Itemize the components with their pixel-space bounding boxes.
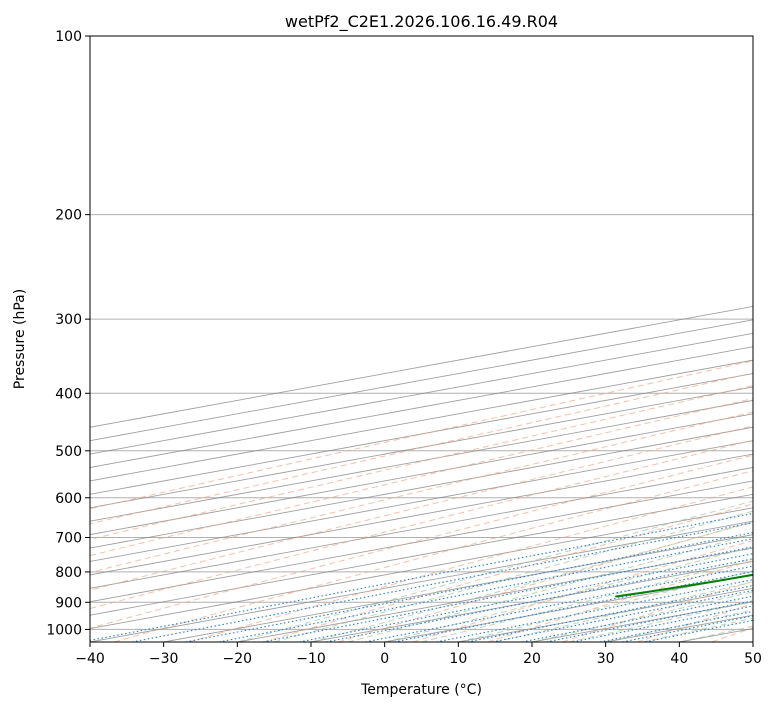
plot-frame (89, 35, 754, 643)
isotherm-line (90, 346, 753, 468)
isotherm-line (90, 386, 753, 509)
dry-adiabat-line (188, 486, 753, 642)
y-axis-ticks: 1000 900 800 700 600 500 400 300 200 100 (46, 29, 90, 638)
y-tick-label: 1000 (46, 622, 82, 638)
dewpoint-profile-line (615, 573, 753, 598)
isotherm-line (90, 467, 753, 589)
dry-adiabats (90, 360, 753, 642)
y-tick-label: 700 (55, 531, 82, 547)
moist-adiabat-line (347, 533, 753, 642)
moist-adiabat-line (384, 545, 753, 642)
dry-adiabat-line (90, 411, 753, 573)
dry-adiabat-line (90, 425, 753, 591)
dry-adiabat-line (90, 398, 753, 557)
y-tick-label: 300 (55, 312, 82, 328)
dry-adiabat-line (90, 360, 753, 510)
isotherm-line (679, 628, 753, 642)
pressure-grid (90, 36, 753, 630)
x-tick-label: −20 (223, 651, 253, 667)
dry-adiabat-line (90, 385, 753, 540)
isotherm-line (90, 373, 753, 495)
moist-adiabat-line (568, 600, 753, 642)
plot-area: 0.10.20.40.611.52346810131620253036-100-… (90, 36, 753, 642)
mixing-ratio-line (131, 522, 753, 642)
moist-adiabat-line (458, 570, 753, 642)
mixing-ratio-lines (90, 512, 753, 642)
isotherm-line (90, 426, 753, 549)
dry-adiabat-line (487, 559, 753, 642)
y-tick-label: 900 (55, 595, 82, 611)
sounding-profiles (615, 573, 753, 598)
isotherm-line (90, 507, 753, 630)
mixing-ratio-line (546, 600, 753, 642)
isotherm-line (90, 413, 753, 536)
isotherm-line (90, 520, 753, 642)
dry-adiabat-line (338, 521, 753, 642)
isotherm-line (90, 440, 753, 562)
isotherm-line (90, 399, 753, 522)
isotherm-line (90, 493, 753, 616)
isotherm-line (90, 480, 753, 603)
moist-adiabat-line (310, 521, 753, 642)
y-axis-label: Pressure (hPa) (12, 289, 28, 389)
y-tick-label: 200 (55, 208, 82, 224)
y-tick-label: 600 (55, 491, 82, 507)
y-tick-label: 100 (55, 29, 82, 45)
mixing-ratio-line (299, 553, 753, 642)
moist-adiabat-line (237, 500, 753, 642)
isotherm-line (752, 641, 753, 642)
x-tick-label: −30 (149, 651, 179, 667)
x-tick-label: −40 (75, 651, 105, 667)
dry-adiabat-line (90, 439, 753, 610)
isotherm-line (458, 587, 753, 642)
dry-adiabat-line (113, 470, 753, 642)
mixing-ratio-line (90, 512, 753, 641)
isotherm-line (90, 332, 753, 455)
x-tick-label: 20 (523, 651, 541, 667)
mixing-ratio-line (218, 538, 753, 642)
isotherm-line (90, 305, 753, 428)
mixing-ratio-line (572, 605, 753, 642)
isotherm-line (163, 534, 753, 642)
y-tick-label: 500 (55, 444, 82, 460)
mixing-ratio-line (521, 595, 753, 642)
y-tick-label: 800 (55, 565, 82, 581)
isotherm-line (90, 359, 753, 482)
mixing-ratio-line (185, 531, 753, 642)
mixing-ratio-line (325, 558, 753, 642)
y-tick-label: 400 (55, 386, 82, 402)
dry-adiabat-line (562, 580, 753, 642)
dry-adiabat-line (90, 372, 753, 525)
isotherm-line (310, 561, 753, 642)
isotherm-line (90, 319, 753, 442)
dry-adiabat-line (263, 503, 753, 642)
isotherm-line (90, 453, 753, 576)
chart-title: wetPf2_C2E1.2026.106.16.49.R04 (285, 12, 558, 32)
dry-adiabat-line (90, 454, 753, 629)
x-tick-label: 30 (597, 651, 615, 667)
mixing-ratio-line (365, 565, 753, 642)
skewed-isotherms (90, 305, 753, 642)
x-axis-label: Temperature (°C) (360, 682, 482, 698)
moist-adiabats (237, 500, 753, 642)
x-tick-label: 0 (380, 651, 389, 667)
mixing-ratio-line (467, 585, 753, 642)
x-axis-ticks: −40 −30 −20 −10 0 10 20 30 40 50 (75, 642, 762, 667)
isotherm-line (237, 547, 753, 642)
x-tick-label: 40 (670, 651, 688, 667)
x-tick-label: 10 (449, 651, 467, 667)
x-tick-label: −10 (296, 651, 326, 667)
mixing-ratio-line (492, 589, 753, 642)
x-tick-label: 50 (744, 651, 762, 667)
